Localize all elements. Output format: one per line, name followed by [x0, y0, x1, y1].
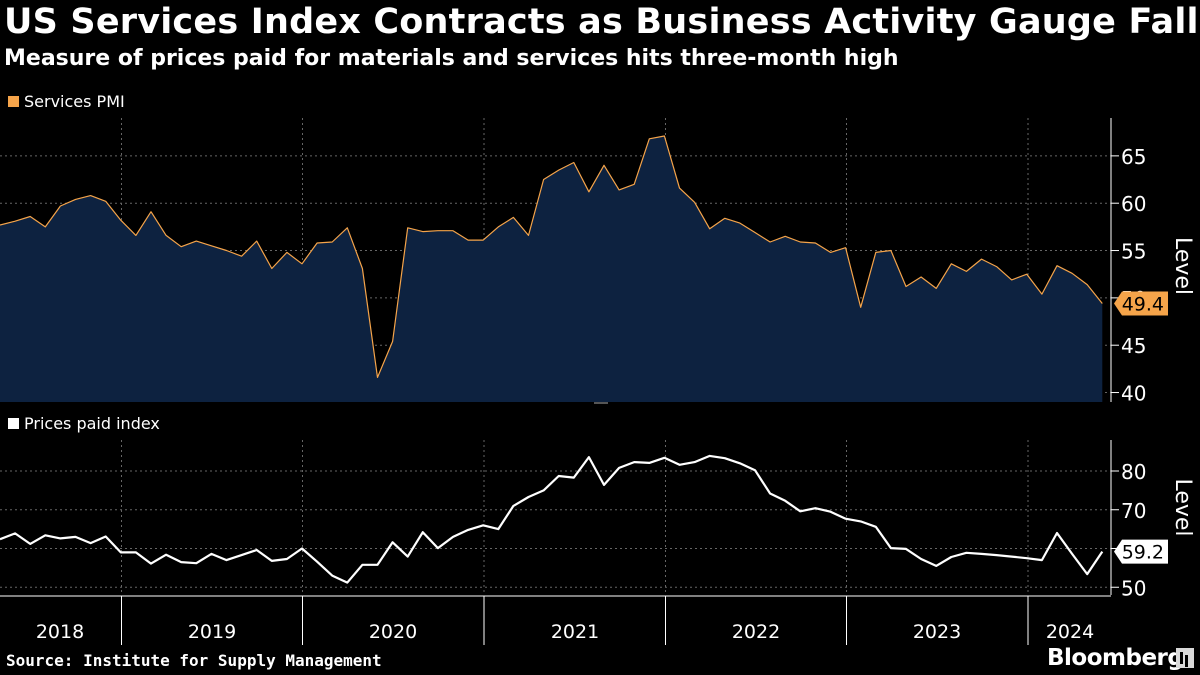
pmi-y-tick-label: 60	[1121, 192, 1146, 216]
x-tick-label: 2021	[551, 621, 599, 643]
pmi-y-axis-title: Level	[1170, 237, 1195, 295]
prices-y-tick-label: 50	[1121, 576, 1146, 600]
prices-y-tick-label: 70	[1121, 499, 1146, 523]
x-tick-label: 2020	[369, 621, 417, 643]
bloomberg-terminal-icon	[1176, 648, 1194, 668]
pmi-y-tick-label: 45	[1121, 334, 1146, 358]
prices-legend-swatch	[8, 418, 19, 429]
prices-series-line	[0, 454, 1104, 584]
prices-y-tick-label: 80	[1121, 460, 1146, 484]
pmi-y-tick-label: 65	[1121, 145, 1146, 169]
prices-y-axis-title: Level	[1170, 478, 1195, 536]
prices-legend-label: Prices paid index	[24, 414, 160, 433]
pmi-series-line	[0, 135, 1103, 378]
x-tick-label: 2019	[188, 621, 236, 643]
pmi-legend-label: Services PMI	[24, 92, 125, 111]
pmi-last-value-badge	[1114, 291, 1168, 316]
x-tick-label: 2018	[36, 621, 84, 643]
chart-subtitle: Measure of prices paid for materials and…	[4, 46, 899, 71]
pmi-legend-swatch	[8, 96, 19, 107]
panel-divider-handle	[594, 401, 608, 404]
bloomberg-logo: Bloomberg	[1047, 645, 1184, 671]
x-tick-label: 2022	[732, 621, 780, 643]
x-tick-label: 2023	[913, 621, 961, 643]
prices-last-value-label: 59.2	[1122, 542, 1164, 564]
pmi-area-fill	[0, 136, 1103, 402]
pmi-y-tick-label: 55	[1121, 240, 1146, 264]
x-tick-label: 2024	[1046, 621, 1094, 643]
source-note: Source: Institute for Supply Management	[6, 651, 382, 670]
chart-title: US Services Index Contracts as Business …	[4, 2, 1200, 42]
pmi-last-value-label: 49.4	[1122, 294, 1164, 316]
pmi-y-tick-label: 40	[1121, 382, 1146, 406]
prices-last-value-badge	[1114, 539, 1168, 564]
